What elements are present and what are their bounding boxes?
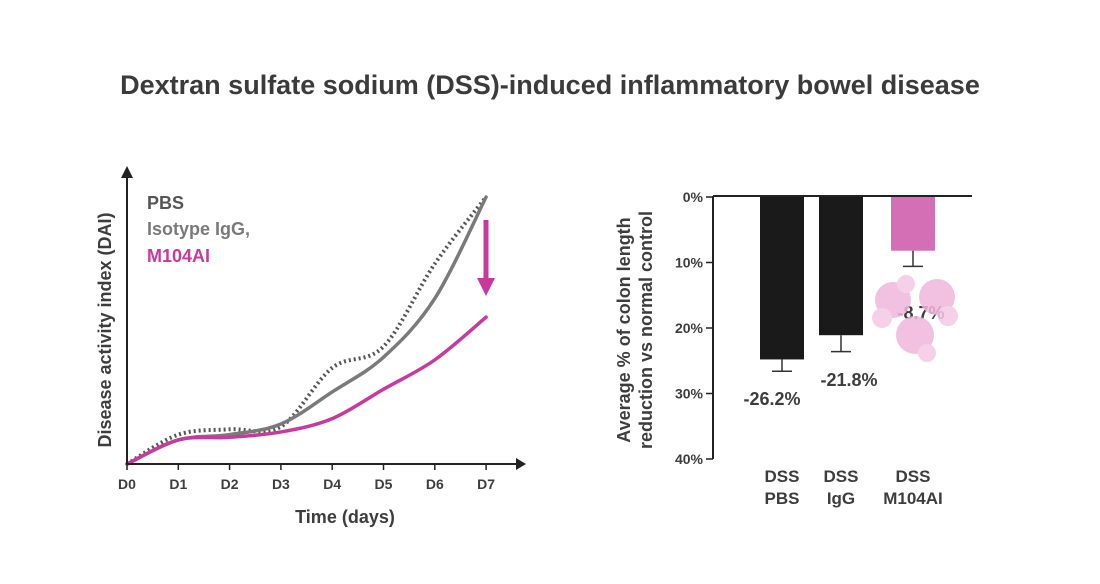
x-tick-label: D0 [118, 476, 136, 492]
line-series-layer [125, 195, 488, 466]
decrease-arrow-icon [477, 220, 495, 296]
bar-y-tick-label: 0% [683, 189, 704, 205]
bar-y-axis-label-line1: Average % of colon length [614, 217, 634, 442]
bar-category-label: DSS [824, 467, 859, 486]
page-title: Dextran sulfate sodium (DSS)-induced inf… [120, 70, 980, 100]
bar-category-label: PBS [765, 489, 800, 508]
legend-isotype: Isotype IgG, [147, 219, 250, 239]
bar-y-tick-label: 20% [675, 320, 704, 336]
x-tick-layer: D0 D1 D2 D3 D4 D5 D6 D7 [118, 464, 495, 492]
bar-y-tick-label: 40% [675, 451, 704, 467]
bar-0 [760, 197, 804, 360]
x-axis-arrow [516, 458, 526, 470]
series-line-2 [125, 315, 488, 466]
x-tick-label: D7 [477, 476, 495, 492]
bar-category-layer: DSS PBS DSS IgG DSS M104AI [765, 467, 943, 508]
bars-layer: -26.2%-21.8%-8.7% [743, 197, 945, 409]
bar-1 [819, 197, 863, 336]
bar-y-tick-label: 10% [675, 255, 704, 271]
legend-pbs: PBS [147, 193, 184, 213]
legend-m104ai: M104AI [147, 246, 210, 266]
bar-data-label-0: -26.2% [743, 389, 800, 409]
bar-chart: -26.2%-21.8%-8.7% 0%10%20%30%40% DSSPBSD… [614, 189, 972, 508]
x-axis-label: Time (days) [295, 507, 395, 527]
bar-2 [891, 197, 935, 251]
x-tick-label: D3 [272, 476, 290, 492]
x-tick-label: D2 [221, 476, 239, 492]
bar-category-label: DSS [765, 467, 800, 486]
series-line-0 [125, 195, 488, 466]
antibody-molecule-icon [872, 275, 958, 362]
bar-data-label-1: -21.8% [820, 370, 877, 390]
y-axis-arrow [121, 166, 133, 178]
x-tick-label: D1 [169, 476, 187, 492]
bar-category-label: DSS [896, 467, 931, 486]
x-tick-label: D4 [323, 476, 341, 492]
bar-y-axis-label-line2: reduction vs normal control [636, 211, 656, 449]
x-tick-label: D6 [426, 476, 444, 492]
bar-category-label: M104AI [883, 489, 943, 508]
line-chart: D0 D1 D2 D3 D4 D5 D6 D7 Time (days) Disease act… [95, 166, 526, 527]
bar-y-tick-label: 30% [675, 386, 704, 402]
bar-category-label: IgG [827, 489, 855, 508]
y-axis-label: Disease activity index (DAI) [95, 212, 115, 447]
x-tick-label: D5 [375, 476, 393, 492]
bar-y-tick-layer: 0% 10% 20% 30% 40% [675, 189, 713, 467]
